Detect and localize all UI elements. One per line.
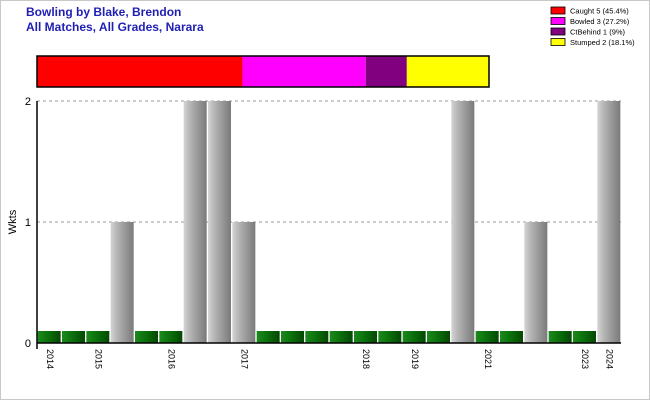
- bar-18: [475, 331, 499, 343]
- dismissal-segment-1: [242, 56, 366, 87]
- bar-20: [524, 222, 548, 343]
- legend-label-1: Bowled 3 (27.2%): [570, 17, 630, 26]
- dismissal-segment-2: [365, 56, 407, 87]
- x-tick-label-0: 2014: [45, 349, 55, 369]
- bar-3: [110, 222, 134, 343]
- x-tick-label-22: 2023: [580, 349, 590, 369]
- bar-15: [402, 331, 426, 343]
- bar-11: [305, 331, 329, 343]
- legend-swatch-2: [550, 27, 566, 36]
- x-tick-label-2: 2015: [93, 349, 103, 369]
- legend-label-0: Caught 5 (45.4%): [570, 7, 629, 16]
- bar-17: [451, 101, 475, 343]
- y-tick-label-0: 0: [25, 338, 31, 350]
- legend-label-2: CtBehind 1 (9%): [570, 28, 626, 37]
- y-tick-label-1: 1: [25, 217, 31, 229]
- bar-2: [86, 331, 110, 343]
- bar-22: [573, 331, 596, 343]
- bar-9: [256, 331, 280, 343]
- bar-12: [329, 331, 353, 343]
- bar-23: [597, 101, 621, 343]
- bar-1: [62, 331, 85, 343]
- chart-subtitle: All Matches, All Grades, Narara: [26, 20, 204, 34]
- dismissal-bar-border: [36, 55, 490, 88]
- bar-21: [548, 331, 572, 343]
- bar-0: [37, 331, 61, 343]
- bar-13: [354, 331, 377, 343]
- bar-10: [281, 331, 304, 343]
- x-tick-label-18: 2021: [483, 349, 493, 369]
- bar-16: [427, 331, 450, 343]
- bar-5: [159, 331, 183, 343]
- legend-label-3: Stumped 2 (18.1%): [570, 38, 635, 47]
- bar-14: [378, 331, 402, 343]
- legend-swatch-0: [550, 6, 566, 15]
- bar-19: [500, 331, 523, 343]
- x-tick-label-5: 2016: [166, 349, 176, 369]
- y-tick-label-2: 2: [25, 96, 31, 108]
- x-tick-label-23: 2024: [604, 349, 614, 369]
- dismissal-segment-0: [37, 56, 243, 87]
- x-tick-label-13: 2018: [361, 349, 371, 369]
- x-tick-label-8: 2017: [239, 349, 249, 369]
- legend-swatch-3: [550, 38, 566, 46]
- y-axis-label: Wkts: [7, 209, 19, 234]
- bar-7: [208, 101, 231, 343]
- bar-8: [232, 222, 256, 343]
- bar-4: [135, 331, 158, 343]
- chart-title: Bowling by Blake, Brendon: [26, 5, 182, 19]
- x-tick-label-15: 2019: [410, 349, 420, 369]
- legend-swatch-1: [550, 17, 566, 25]
- dismissal-segment-3: [406, 56, 489, 87]
- bar-6: [183, 101, 207, 343]
